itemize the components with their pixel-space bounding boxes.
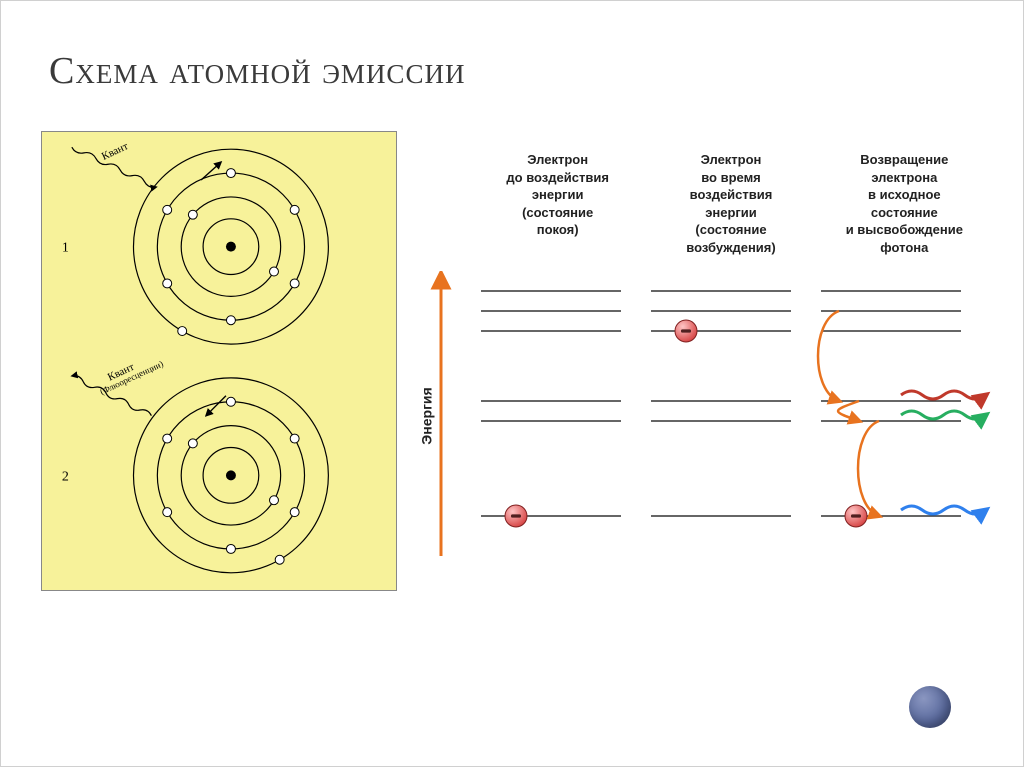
slide-title: Схема атомной эмиссии (49, 49, 465, 93)
energy-levels-svg (471, 271, 991, 561)
energy-levels-area (471, 271, 991, 561)
column-header: Возвращениеэлектронав исходноесостояниеи… (818, 151, 991, 256)
slide: Схема атомной эмиссии 1Квант2Квант(Флюор… (1, 1, 1023, 766)
svg-text:Квант: Квант (100, 140, 130, 163)
svg-text:2: 2 (62, 469, 69, 484)
column-labels-row: Электрондо воздействияэнергии(состояниеп… (471, 151, 991, 256)
decorative-dot (909, 686, 951, 728)
atom-diagram-svg: 1Квант2Квант(Флюоресценции) (42, 132, 396, 590)
svg-text:1: 1 (62, 241, 69, 256)
energy-axis-label: Энергия (419, 387, 435, 444)
energy-level-panel: Электрондо воздействияэнергии(состояниеп… (411, 151, 991, 571)
column-header: Электрондо воздействияэнергии(состояниеп… (471, 151, 644, 256)
atom-diagram-panel: 1Квант2Квант(Флюоресценции) (41, 131, 397, 591)
energy-axis: Энергия (426, 271, 456, 561)
column-header: Электронво времявоздействияэнергии(состо… (644, 151, 817, 256)
